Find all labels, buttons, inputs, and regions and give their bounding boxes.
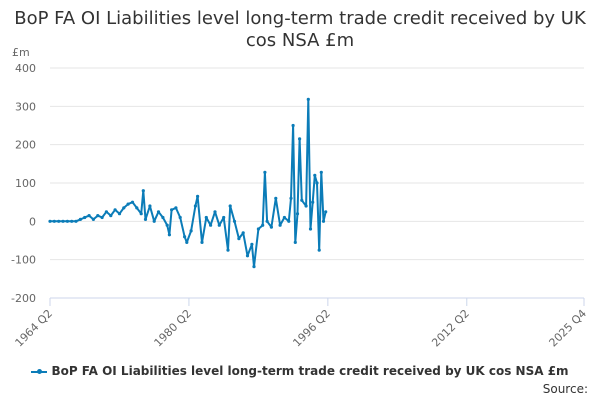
data-point: [311, 200, 315, 204]
data-point: [237, 237, 241, 241]
data-point: [174, 206, 178, 210]
data-point: [313, 173, 317, 177]
data-point: [213, 210, 217, 214]
data-point: [91, 217, 95, 221]
data-point: [148, 204, 152, 208]
data-point: [65, 219, 69, 223]
data-point: [265, 219, 269, 223]
data-point: [295, 212, 300, 216]
data-point: [57, 219, 61, 223]
data-point: [165, 223, 169, 227]
data-point: [261, 223, 265, 227]
data-point: [130, 200, 135, 204]
data-point: [245, 254, 250, 258]
data-point: [282, 215, 286, 220]
data-point: [241, 231, 245, 235]
data-point: [308, 227, 313, 231]
x-tick-label: 1980 Q2: [152, 307, 195, 350]
data-point: [156, 210, 161, 214]
y-tick-label: -100: [11, 254, 36, 267]
legend-swatch-icon: [31, 368, 48, 374]
data-point: [61, 219, 65, 223]
data-point: [263, 170, 267, 174]
y-tick-label: 200: [15, 139, 36, 152]
x-tick-label: 1996 Q2: [290, 307, 333, 350]
data-point: [113, 208, 117, 212]
legend-label: BoP FA OI Liabilities level long-term tr…: [51, 364, 569, 378]
legend[interactable]: BoP FA OI Liabilities level long-term tr…: [0, 364, 600, 378]
data-point: [126, 202, 130, 206]
data-point: [189, 229, 193, 233]
x-tick-label: 2025 Q4: [547, 307, 590, 350]
data-point: [228, 204, 232, 208]
data-point: [315, 181, 319, 185]
data-point: [139, 212, 143, 216]
data-point: [317, 248, 321, 252]
data-point: [167, 233, 171, 237]
data-point: [178, 215, 182, 220]
x-tick-label: 2012 Q2: [429, 307, 472, 350]
data-point: [304, 204, 308, 208]
chart-title: BoP FA OI Liabilities level long-term tr…: [14, 8, 586, 51]
y-tick-label: 400: [15, 62, 36, 75]
data-point: [152, 219, 156, 223]
data-point: [87, 214, 91, 218]
data-point: [141, 189, 145, 193]
data-point: [287, 219, 291, 223]
data-point: [185, 240, 189, 244]
data-point: [193, 204, 197, 208]
y-tick-label: 0: [29, 215, 36, 228]
data-point: [122, 206, 126, 210]
data-point: [289, 196, 293, 200]
data-point: [200, 240, 204, 244]
data-point: [250, 242, 254, 246]
data-point: [226, 248, 230, 252]
data-point: [222, 215, 226, 220]
data-point: [321, 219, 326, 223]
data-point: [100, 215, 104, 220]
data-point: [161, 215, 165, 220]
data-point: [232, 219, 237, 223]
data-point: [306, 97, 310, 101]
data-point: [78, 217, 82, 221]
y-axis-unit: £m: [12, 46, 30, 59]
y-tick-label: -200: [11, 292, 36, 305]
data-point: [104, 210, 108, 214]
data-point: [143, 217, 148, 221]
data-point: [183, 235, 187, 239]
source-label: Source:: [542, 382, 588, 396]
data-point: [204, 215, 208, 220]
data-point: [83, 215, 87, 220]
data-point: [324, 210, 328, 214]
data-point: [269, 225, 273, 229]
data-point: [117, 212, 122, 216]
data-point: [135, 206, 139, 210]
x-tick-label: 1964 Q2: [13, 307, 56, 350]
data-point: [293, 240, 297, 244]
y-tick-label: 100: [15, 177, 36, 190]
data-point: [48, 219, 52, 223]
data-point: [319, 170, 323, 174]
data-point: [298, 137, 302, 141]
data-point: [109, 214, 113, 218]
data-point: [256, 227, 260, 231]
data-point: [300, 198, 304, 202]
y-tick-label: 300: [15, 100, 36, 113]
data-point: [274, 196, 278, 200]
data-point: [52, 219, 56, 223]
data-point: [278, 223, 282, 227]
data-point: [170, 208, 174, 212]
data-point: [252, 265, 256, 269]
data-point: [291, 123, 295, 128]
data-point: [217, 223, 221, 227]
data-point: [96, 214, 100, 218]
data-point: [70, 219, 74, 223]
data-point: [74, 219, 78, 223]
data-point: [196, 194, 200, 198]
data-point: [209, 223, 213, 227]
